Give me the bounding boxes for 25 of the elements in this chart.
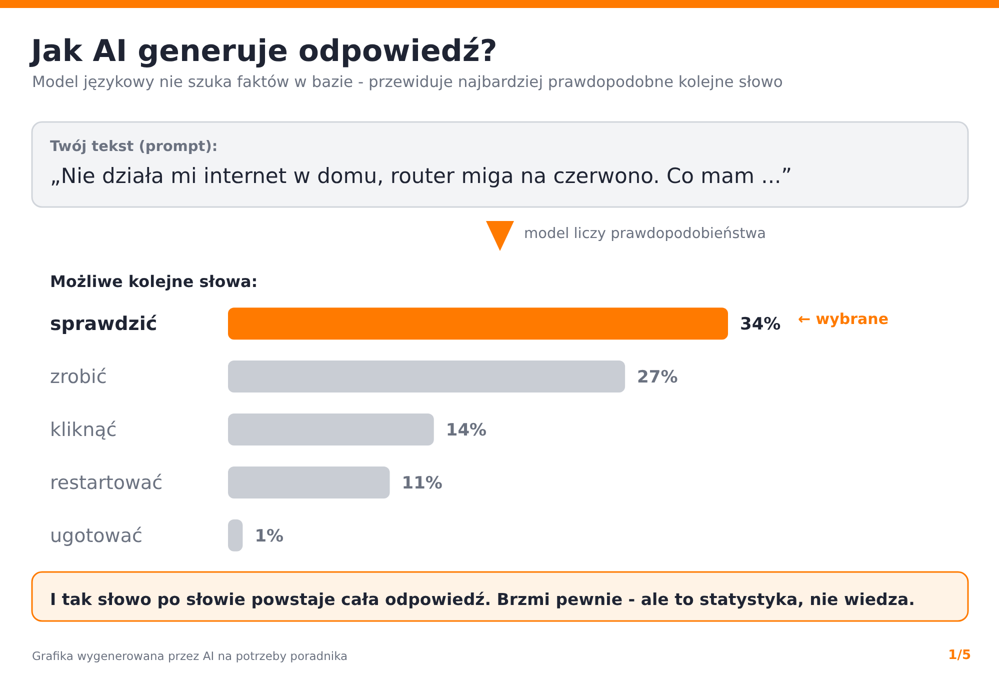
chart-subtitle: Model językowy nie szuka faktów w bazie - przewiduje najbardziej prawdopodobne kolejne słowo [32, 73, 783, 91]
y-tick-label: sprawdzić [50, 313, 158, 336]
bar [228, 519, 243, 552]
data-label: 27% [637, 367, 678, 388]
y-tick-label: restartować [50, 472, 163, 494]
bar [228, 466, 390, 498]
data-label: 1% [254, 526, 284, 546]
text: ← wybrane [798, 310, 889, 328]
text: 1/5 [948, 648, 971, 663]
bar [228, 308, 728, 340]
y-tick-label: zrobić [50, 366, 107, 388]
text: Twój tekst (prompt): [50, 139, 218, 155]
y-tick-label: kliknąć [50, 419, 117, 442]
text: model liczy prawdopodobieństwa [524, 226, 766, 242]
text: Możliwe kolejne słowa: [50, 272, 258, 291]
data-label: 11% [402, 473, 442, 494]
text: „Nie działa mi internet w domu, router miga na czerwono. Co mam ...” [50, 164, 792, 188]
y-tick-label: ugotować [50, 525, 142, 548]
text: Grafika wygenerowana przez AI na potrzeby poradnika [32, 649, 348, 663]
bar [228, 360, 626, 393]
chart-title: Jak AI generuje odpowiedź? [29, 34, 498, 69]
text: I tak słowo po słowie powstaje cała odpowiedź. Brzmi pewnie - ale to statystyka, nie wiedza. [50, 590, 915, 609]
bar [228, 414, 434, 446]
data-label: 14% [446, 420, 487, 440]
data-label: 34% [740, 314, 781, 335]
